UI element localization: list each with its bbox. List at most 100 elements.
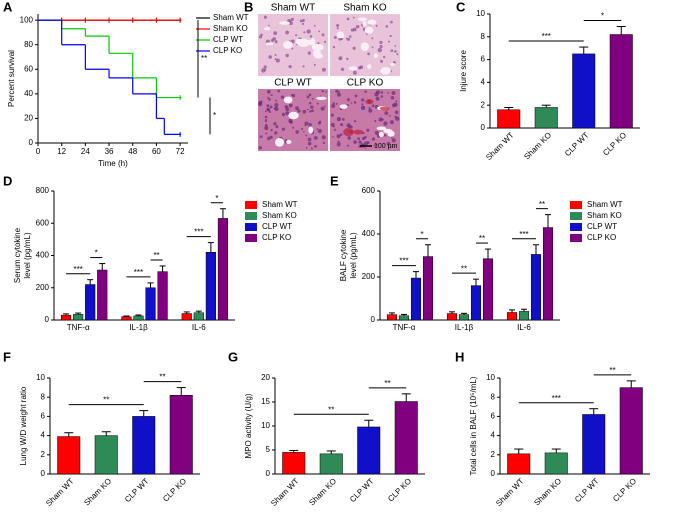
tissue-cell (390, 20, 393, 24)
tissue-cell (266, 89, 271, 94)
tissue-cell (269, 105, 273, 109)
tissue-cell (295, 106, 299, 111)
alveolus (288, 111, 299, 120)
alveolus (380, 66, 391, 75)
tissue-cell (264, 115, 268, 119)
tissue-cell (394, 50, 397, 53)
y-tick-label: 20 (261, 373, 270, 382)
x-tick-label: Sham KO (82, 477, 113, 508)
bar (410, 277, 422, 321)
tissue-cell (266, 104, 270, 108)
x-tick-label: IL-1β (455, 323, 474, 332)
tissue-cell (309, 110, 312, 113)
panel-label: H (455, 349, 464, 364)
tissue-cell (292, 126, 295, 129)
panel-label: D (3, 173, 12, 188)
tissue-cell (347, 136, 352, 140)
bar (534, 107, 558, 129)
tissue-cell (274, 53, 277, 56)
tissue-cell (395, 100, 398, 103)
legend-label: Sham KO (262, 211, 297, 220)
tissue-cell (297, 109, 301, 113)
x-tick-label: CLP KO (611, 477, 638, 504)
alveolus (311, 43, 324, 51)
tissue-cell (368, 106, 371, 109)
tissue-cell (390, 49, 394, 53)
tissue-cell (317, 121, 322, 125)
tissue-cell (267, 96, 270, 99)
tissue-cell (391, 103, 396, 108)
significance-label: * (95, 249, 98, 258)
legend-label: Sham KO (587, 211, 622, 220)
tissue-cell (264, 68, 267, 71)
tissue-cell (272, 37, 276, 41)
y-tick-label: 0 (45, 315, 50, 324)
tissue-cell (363, 106, 366, 109)
tissue-cell (289, 120, 293, 124)
tissue-cell (332, 136, 334, 138)
tissue-cell (311, 97, 314, 100)
tissue-cell (375, 24, 378, 27)
bar (482, 258, 494, 321)
tissue-cell (302, 109, 307, 114)
alveolus (283, 96, 293, 104)
legend-swatch (245, 234, 257, 242)
tissue-cell (307, 137, 312, 142)
legend-label: CLP KO (587, 233, 616, 242)
tissue-cell (387, 91, 389, 94)
tissue-cell (357, 66, 362, 70)
tissue-cell (361, 98, 365, 102)
tissue-cell (377, 47, 382, 53)
significance-label: *** (552, 394, 561, 403)
tissue-cell (371, 37, 374, 40)
tissue-cell (384, 111, 389, 116)
tissue-cell (333, 35, 337, 39)
tissue-cell (264, 123, 268, 127)
legend-label: Sham WT (213, 13, 249, 22)
tissue-cell (384, 134, 387, 137)
tissue-cell (338, 56, 343, 61)
y-tick-label: 2 (491, 450, 496, 459)
image-label: Sham KO (343, 3, 387, 14)
tissue-cell (258, 146, 262, 150)
tissue-cell (375, 90, 381, 95)
bar (357, 426, 381, 475)
bar (57, 436, 81, 475)
x-tick-label: 60 (152, 147, 161, 156)
alveolus (376, 126, 387, 131)
x-tick-label: Sham KO (307, 477, 338, 508)
y-tick-label: 0 (266, 469, 271, 478)
significance-label: ** (201, 54, 207, 63)
y-tick-label: 8 (481, 32, 486, 41)
x-tick-label: IL-6 (517, 323, 531, 332)
tissue-cell (389, 115, 391, 117)
tissue-texture (330, 89, 400, 150)
tissue-cell (301, 22, 305, 26)
image-label: CLP KO (347, 78, 384, 89)
tissue-cell (382, 55, 386, 59)
tissue-cell (268, 110, 271, 114)
panel-label: E (330, 173, 339, 188)
tissue-cell (364, 90, 367, 93)
tissue-cell (285, 30, 290, 35)
tissue-cell (285, 53, 289, 58)
alveolus (316, 96, 327, 101)
tissue-cell (309, 35, 313, 38)
tissue-cell (308, 101, 312, 105)
bar (530, 254, 542, 321)
x-tick-label: 36 (105, 147, 114, 156)
legend-swatch (245, 223, 257, 231)
y-tick-label: 40 (24, 89, 33, 98)
tissue-cell (258, 35, 263, 39)
y-axis-label: BALF cytokine (339, 229, 348, 281)
tissue-cell (274, 131, 278, 135)
tissue-cell (380, 91, 384, 94)
y-tick-label: 2 (41, 450, 46, 459)
tissue-cell (301, 18, 305, 22)
y-tick-label: 5 (266, 445, 271, 454)
x-tick-label: IL-6 (192, 323, 206, 332)
tissue-cell (300, 127, 304, 131)
tissue-cell (316, 102, 319, 105)
x-tick-label: 48 (128, 147, 137, 156)
bar (506, 312, 518, 321)
